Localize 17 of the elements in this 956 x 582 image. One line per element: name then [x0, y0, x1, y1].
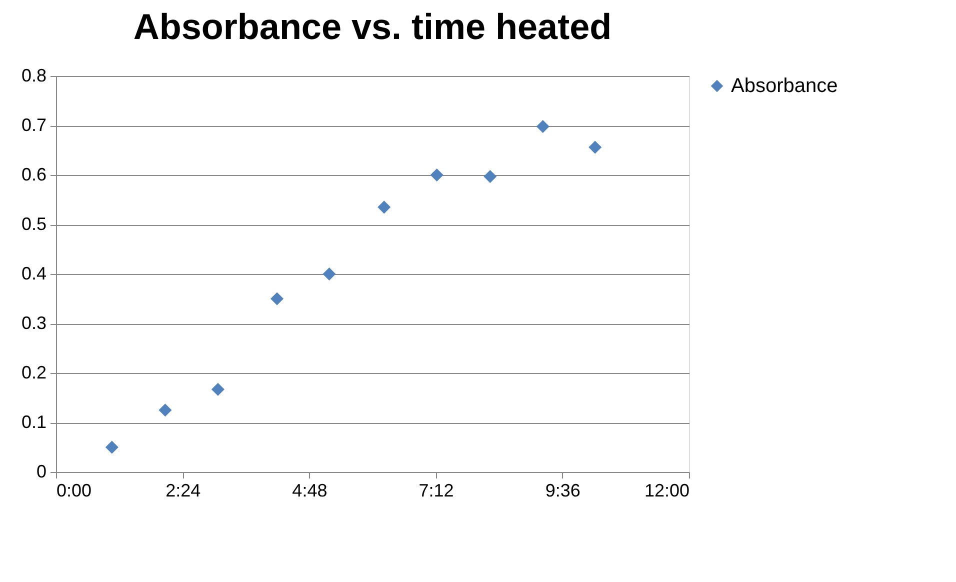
x-tick-label: 2:24 [166, 480, 201, 500]
y-tick-label: 0.6 [21, 164, 46, 184]
chart-title: Absorbance vs. time heated [133, 6, 612, 47]
x-tick-label: 4:48 [292, 480, 328, 500]
y-tick-label: 0.2 [21, 362, 46, 382]
x-tick-label: 9:36 [545, 480, 580, 500]
x-tick-label: 7:12 [418, 480, 454, 500]
y-tick-label: 0.5 [21, 214, 46, 234]
legend-label: Absorbance [731, 75, 838, 97]
y-tick-label: 0.1 [21, 412, 46, 432]
y-tick-label: 0.3 [21, 313, 46, 333]
y-tick-label: 0.4 [21, 264, 46, 284]
x-tick-label: 12:00 [644, 480, 690, 500]
x-tick-label: 0:00 [56, 480, 92, 500]
y-tick-label: 0.8 [21, 66, 46, 86]
y-tick-label: 0 [36, 462, 46, 482]
y-tick-label: 0.7 [21, 115, 46, 135]
